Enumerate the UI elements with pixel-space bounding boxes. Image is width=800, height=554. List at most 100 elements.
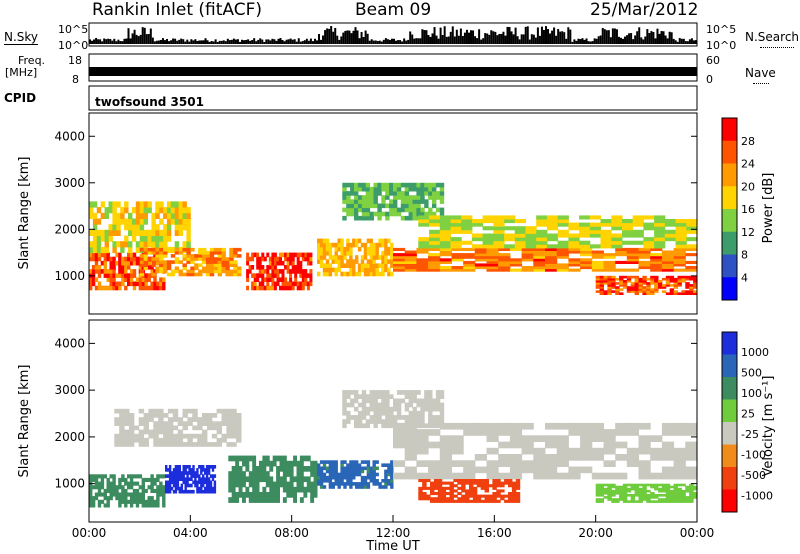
- heatmap-cell: [366, 485, 371, 489]
- heatmap-cell: [622, 498, 628, 501]
- heatmap-cell: [221, 260, 226, 264]
- heatmap-cell: [100, 235, 106, 242]
- heatmap-cell: [375, 255, 379, 260]
- heatmap-cell: [634, 275, 639, 279]
- heatmap-cell: [286, 492, 291, 498]
- heatmap-cell: [545, 441, 558, 449]
- heatmap-cell: [493, 222, 505, 227]
- heatmap-cell: [174, 486, 178, 491]
- heatmap-cell: [135, 241, 141, 248]
- heatmap-cell: [352, 463, 356, 467]
- heatmap-cell: [194, 272, 199, 277]
- heatmap-cell: [306, 486, 311, 493]
- heatmap-cell: [202, 413, 208, 418]
- heatmap-cell: [365, 207, 371, 213]
- noise-bar: [672, 38, 675, 44]
- heatmap-cell: [661, 472, 675, 480]
- heatmap-cell: [654, 233, 666, 238]
- heatmap-cell: [340, 238, 344, 244]
- heatmap-cell: [472, 489, 478, 493]
- heatmap-cell: [138, 429, 145, 435]
- heatmap-cell: [124, 442, 130, 447]
- heatmap-cell: [294, 273, 298, 278]
- heatmap-cell: [343, 255, 347, 260]
- heatmap-cell: [202, 251, 207, 255]
- heatmap-cell: [630, 284, 636, 287]
- heatmap-cell: [428, 207, 433, 213]
- heatmap-cell: [498, 260, 511, 264]
- heatmap-cell: [474, 247, 487, 251]
- heatmap-cell: [147, 260, 151, 266]
- heatmap-cell: [151, 251, 156, 255]
- heatmap-cell: [439, 258, 452, 262]
- heatmap-cell: [626, 253, 639, 257]
- heatmap-cell: [369, 479, 373, 483]
- heatmap-cell: [207, 489, 211, 494]
- heatmap-cell: [385, 415, 390, 420]
- heatmap-cell: [418, 479, 423, 483]
- heatmap-cell: [262, 460, 267, 467]
- heatmap-cell: [378, 482, 382, 486]
- heatmap-cell: [363, 475, 368, 480]
- heatmap-cell: [205, 477, 209, 481]
- heatmap-cell: [252, 455, 257, 462]
- heatmap-cell: [229, 269, 234, 274]
- heatmap-cell: [91, 265, 96, 270]
- heatmap-cell: [634, 483, 639, 487]
- heatmap-cell: [681, 292, 686, 295]
- heatmap-cell: [213, 480, 217, 485]
- cpid-label: CPID: [4, 91, 37, 105]
- heatmap-cell: [665, 492, 671, 495]
- heatmap-cell: [496, 489, 501, 493]
- heatmap-cell: [322, 472, 327, 477]
- heatmap-cell: [615, 454, 628, 461]
- noise-bar: [678, 38, 681, 44]
- heatmap-cell: [390, 472, 394, 477]
- heatmap-cell: [428, 258, 441, 262]
- heatmap-cell: [661, 284, 667, 287]
- heatmap-cell: [650, 247, 663, 251]
- noise-bar: [581, 38, 584, 44]
- heatmap-cell: [381, 182, 386, 188]
- heatmap-cell: [393, 255, 406, 259]
- heatmap-cell: [213, 263, 219, 267]
- heatmap-cell: [650, 472, 663, 480]
- noise-bar: [453, 36, 456, 44]
- heatmap-cell: [451, 247, 464, 251]
- heatmap-cell: [289, 476, 294, 483]
- heatmap-cell: [205, 269, 211, 274]
- heatmap-cell: [646, 288, 651, 291]
- heatmap-cell: [357, 472, 362, 477]
- noise-bar: [372, 40, 375, 44]
- heatmap-cell: [228, 497, 233, 503]
- heatmap-cell: [428, 186, 433, 192]
- heatmap-cell: [325, 238, 330, 244]
- heatmap-cell: [463, 472, 476, 480]
- heatmap-cell: [100, 229, 106, 236]
- heatmap-cell: [580, 250, 593, 254]
- heatmap-cell: [622, 233, 634, 238]
- noise-bar: [89, 39, 91, 44]
- heatmap-cell: [103, 496, 107, 501]
- heatmap-cell: [279, 277, 282, 282]
- noise-bar: [200, 40, 203, 44]
- heatmap-cell: [272, 460, 277, 467]
- heatmap-cell: [615, 472, 628, 480]
- heatmap-cell: [521, 268, 534, 272]
- heatmap-cell: [196, 468, 199, 472]
- heatmap-cell: [229, 263, 234, 267]
- heatmap-cell: [128, 417, 135, 422]
- heatmap-cell: [673, 460, 686, 467]
- heatmap-cell: [159, 492, 163, 497]
- heatmap-cell: [533, 266, 546, 270]
- heatmap-cell: [377, 211, 382, 217]
- heatmap-cell: [248, 269, 252, 274]
- heatmap-cell: [400, 415, 406, 420]
- noise-bar: [259, 38, 262, 44]
- heatmap-cell: [673, 260, 686, 264]
- heatmap-cell: [186, 474, 189, 478]
- colorbar-swatch: [722, 354, 737, 378]
- heatmap-cell: [480, 479, 486, 483]
- heatmap-cell: [112, 481, 116, 486]
- heatmap-cell: [328, 267, 333, 273]
